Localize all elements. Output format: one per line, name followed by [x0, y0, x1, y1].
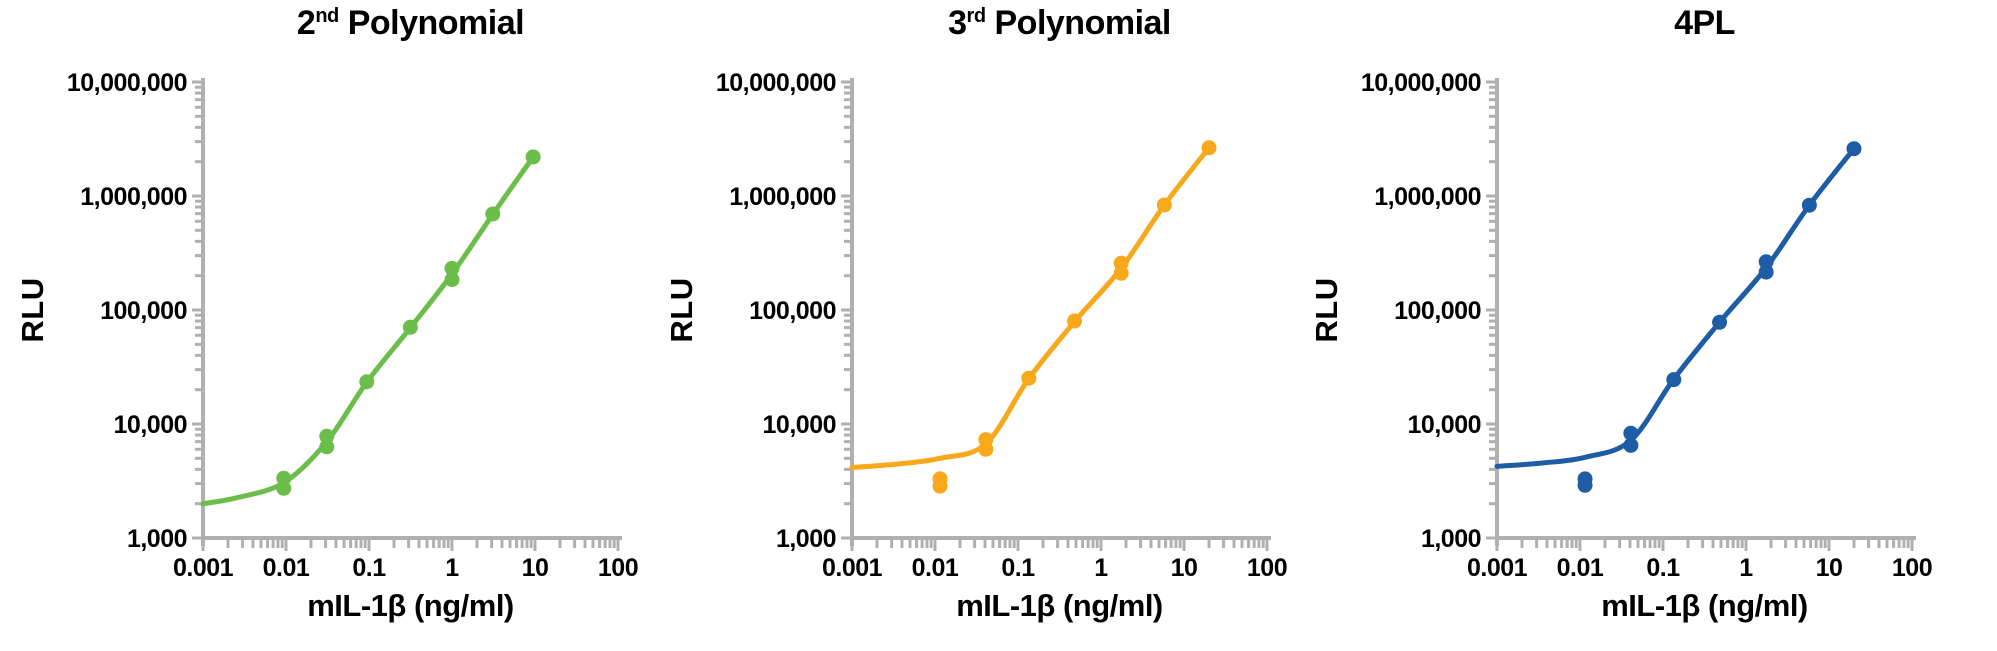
- x-tick-label: 0.1: [1001, 554, 1035, 582]
- data-point: [525, 149, 541, 165]
- y-tick-label: 10,000,000: [67, 69, 187, 97]
- data-point: [1623, 425, 1639, 441]
- data-point: [444, 260, 460, 276]
- y-tick-label: 100,000: [1394, 297, 1481, 325]
- chart-title-superscript: rd: [966, 5, 987, 27]
- data-point: [485, 206, 501, 222]
- chart-title-text: 2: [296, 4, 316, 42]
- y-tick-label: 10,000: [114, 411, 187, 439]
- data-point: [402, 319, 418, 335]
- data-point: [932, 471, 948, 487]
- data-point: [1067, 313, 1083, 329]
- y-tick-label: 10,000: [1408, 411, 1481, 439]
- x-tick-label: 0.1: [352, 554, 386, 582]
- fit-curve: [200, 154, 536, 507]
- x-tick-label: 0.01: [912, 554, 959, 582]
- data-point: [276, 470, 292, 486]
- data-point: [1623, 437, 1639, 453]
- x-tick-label: 1: [1739, 554, 1753, 582]
- y-tick-label: 1,000,000: [1374, 183, 1481, 211]
- data-point: [1846, 141, 1862, 157]
- data-point: [1758, 254, 1774, 270]
- y-tick-label: 10,000,000: [1361, 69, 1481, 97]
- y-tick-label: 1,000: [127, 525, 187, 553]
- fit-curve: [849, 145, 1212, 470]
- data-point: [1577, 471, 1593, 487]
- chart-title: 2nd Polynomial: [296, 4, 525, 43]
- x-axis-title: mIL-1β (ng/ml): [1601, 588, 1808, 623]
- x-tick-label: 0.001: [173, 554, 234, 582]
- x-tick-label: 100: [1247, 554, 1287, 582]
- data-point: [319, 428, 335, 444]
- data-point: [1113, 255, 1129, 271]
- data-point: [359, 374, 375, 390]
- chart-title-text: 3: [948, 4, 967, 42]
- chart-title-text: 4PL: [1674, 4, 1735, 42]
- y-tick-label: 1,000: [1421, 525, 1481, 553]
- x-tick-label: 100: [1892, 554, 1932, 582]
- chart-title-text: Polynomial: [338, 4, 525, 42]
- y-tick-label: 1,000,000: [729, 183, 836, 211]
- x-tick-label: 0.01: [263, 554, 310, 582]
- x-axis-title: mIL-1β (ng/ml): [307, 588, 514, 623]
- chart-title: 3rd Polynomial: [948, 4, 1171, 43]
- x-tick-label: 0.001: [822, 554, 883, 582]
- y-axis-title: RLU: [15, 277, 50, 343]
- x-axis-title: mIL-1β (ng/ml): [956, 588, 1163, 623]
- y-tick-label: 1,000,000: [80, 183, 187, 211]
- y-axis-title: RLU: [664, 277, 699, 343]
- y-axis-title: RLU: [1309, 277, 1344, 343]
- x-tick-label: 1: [445, 554, 459, 582]
- data-point: [319, 439, 335, 455]
- data-point: [1712, 314, 1728, 330]
- data-point: [1801, 197, 1817, 213]
- data-point: [1021, 370, 1037, 386]
- y-tick-label: 10,000: [763, 411, 836, 439]
- chart-title: 4PL: [1674, 4, 1735, 43]
- data-point: [1156, 197, 1172, 213]
- data-point: [444, 272, 460, 288]
- x-tick-label: 10: [522, 554, 549, 582]
- x-tick-label: 1: [1094, 554, 1108, 582]
- y-tick-label: 100,000: [749, 297, 836, 325]
- x-tick-label: 10: [1816, 554, 1843, 582]
- x-tick-label: 0.001: [1467, 554, 1528, 582]
- data-point: [1201, 140, 1217, 156]
- data-point: [1758, 264, 1774, 280]
- x-tick-label: 0.1: [1646, 554, 1680, 582]
- y-tick-label: 100,000: [100, 297, 187, 325]
- data-point: [1666, 372, 1682, 388]
- x-tick-label: 0.01: [1557, 554, 1604, 582]
- y-tick-label: 10,000,000: [716, 69, 836, 97]
- data-point: [978, 432, 994, 448]
- fit-curve: [1494, 146, 1857, 469]
- chart-title-text: Polynomial: [985, 4, 1171, 42]
- x-tick-label: 10: [1171, 554, 1198, 582]
- y-tick-label: 1,000: [776, 525, 836, 553]
- x-tick-label: 100: [598, 554, 638, 582]
- chart-title-superscript: nd: [315, 5, 339, 27]
